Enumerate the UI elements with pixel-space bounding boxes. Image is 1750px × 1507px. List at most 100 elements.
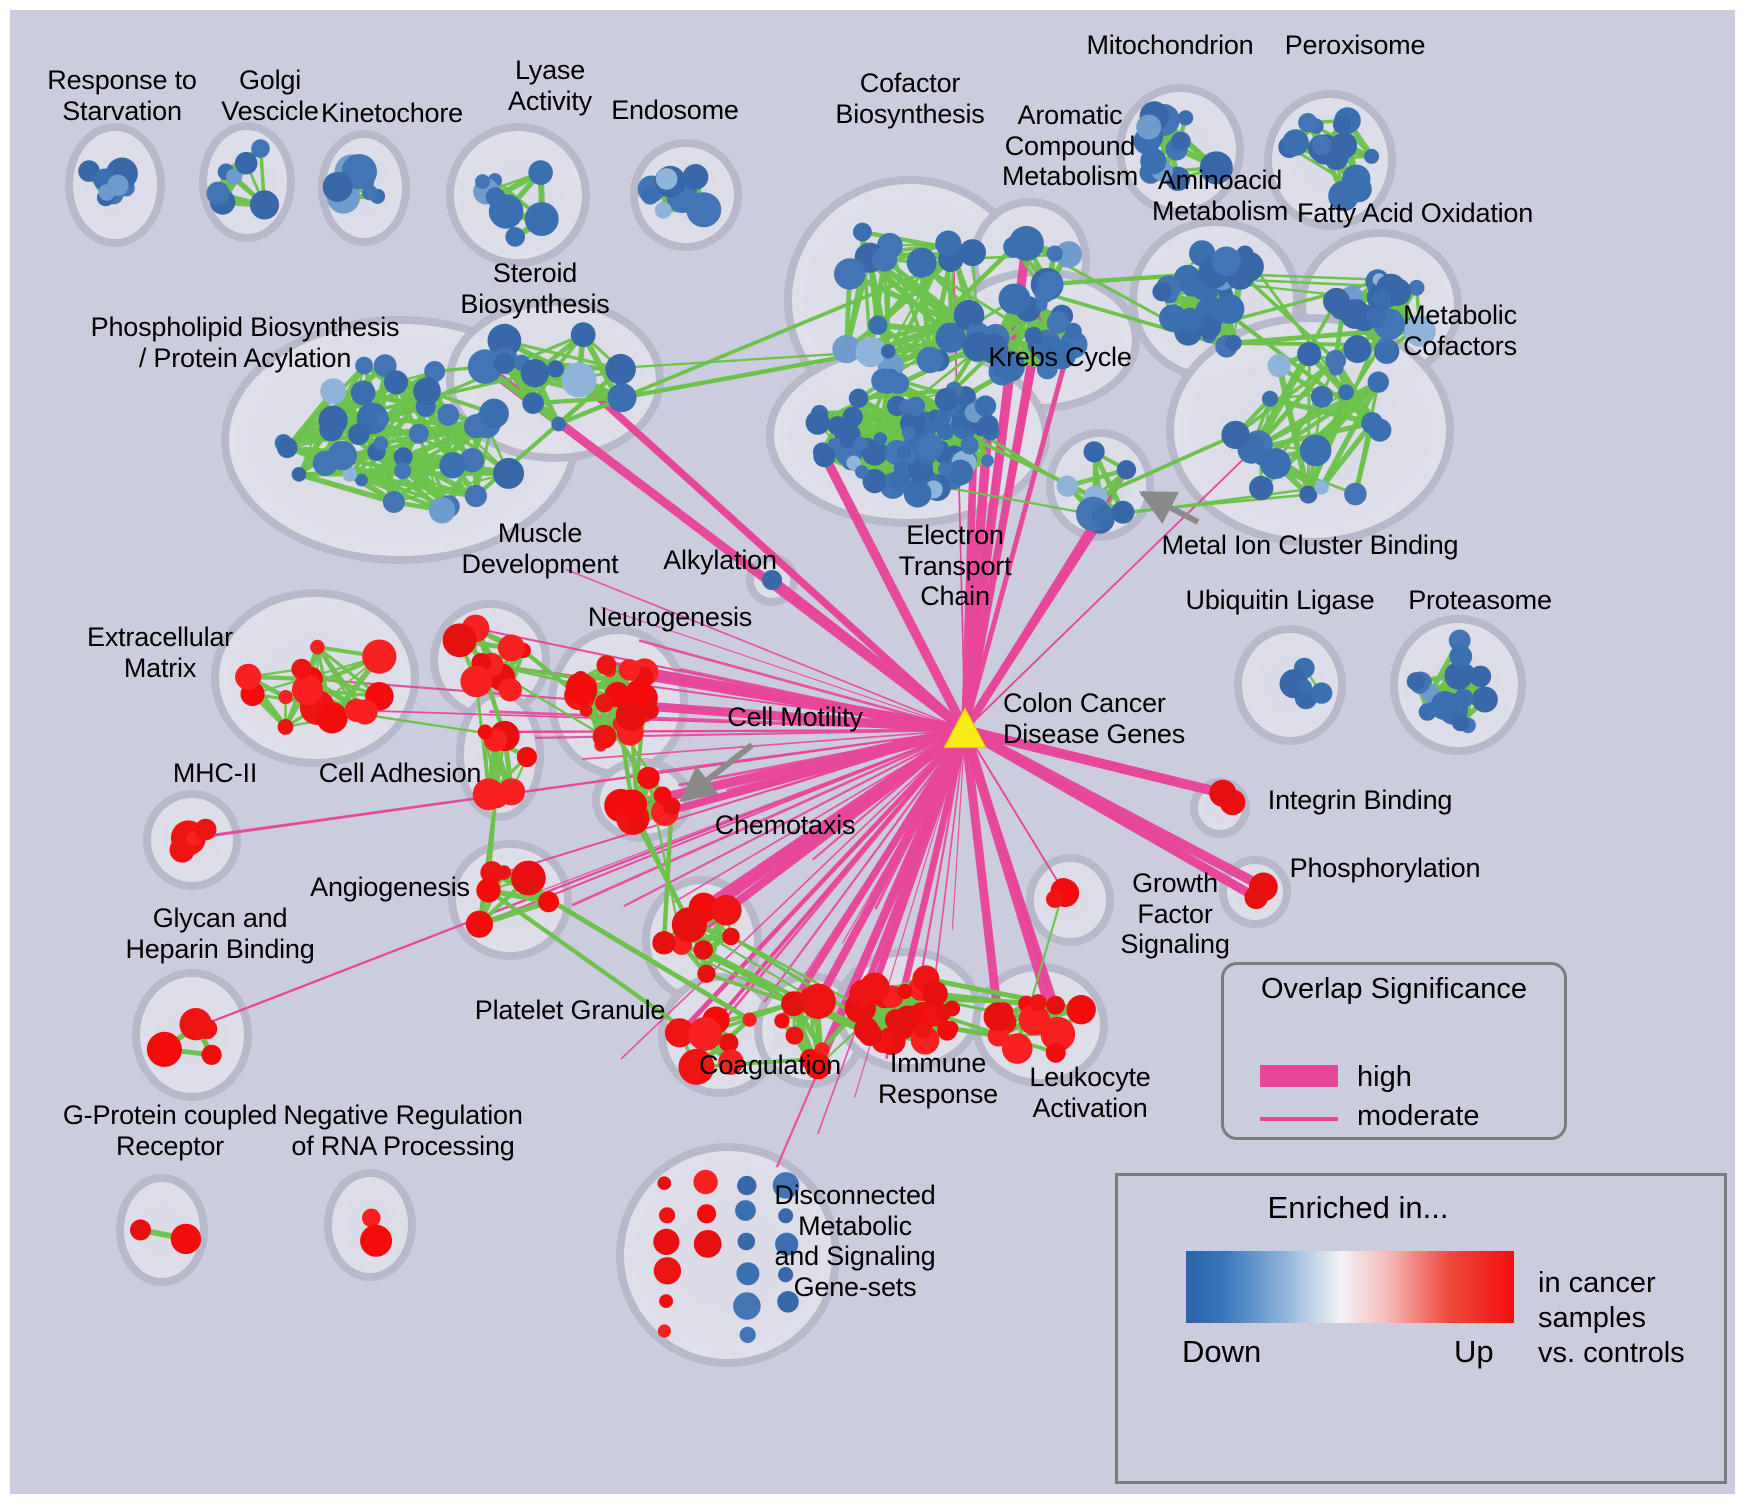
gene-set-node[interactable] (320, 378, 347, 405)
gene-set-node[interactable] (862, 469, 887, 494)
gene-set-node[interactable] (855, 465, 869, 479)
gene-set-node[interactable] (804, 1053, 832, 1080)
gene-set-node[interactable] (234, 151, 258, 175)
gene-set-node[interactable] (641, 186, 660, 205)
gene-set-node[interactable] (251, 139, 270, 158)
gene-set-node[interactable] (477, 724, 493, 740)
gene-set-node[interactable] (487, 323, 522, 358)
gene-set-node[interactable] (733, 1292, 761, 1320)
gene-set-node[interactable] (652, 931, 676, 955)
gene-set-node[interactable] (342, 466, 358, 482)
gene-set-node[interactable] (834, 258, 866, 290)
gene-set-node[interactable] (868, 315, 888, 335)
gene-set-node[interactable] (382, 491, 405, 513)
gene-set-node[interactable] (1171, 132, 1188, 149)
gene-set-node[interactable] (897, 983, 913, 1000)
gene-set-node[interactable] (350, 380, 376, 406)
gene-set-node[interactable] (206, 181, 230, 205)
gene-set-node[interactable] (170, 1223, 202, 1255)
gene-set-node[interactable] (605, 353, 636, 385)
gene-set-node[interactable] (1035, 299, 1048, 312)
gene-set-node[interactable] (617, 789, 648, 820)
gene-set-node[interactable] (872, 246, 898, 272)
gene-set-node[interactable] (316, 702, 348, 734)
gene-set-node[interactable] (360, 1224, 393, 1257)
gene-set-node[interactable] (1330, 132, 1358, 159)
gene-set-node[interactable] (935, 230, 962, 257)
gene-set-node[interactable] (107, 174, 129, 196)
gene-set-node[interactable] (1297, 342, 1322, 367)
gene-set-node[interactable] (774, 1013, 790, 1029)
gene-set-node[interactable] (442, 623, 477, 658)
gene-set-node[interactable] (1449, 645, 1473, 668)
gene-set-node[interactable] (1325, 349, 1347, 371)
gene-set-node[interactable] (657, 1176, 672, 1190)
gene-set-node[interactable] (428, 497, 456, 524)
gene-set-node[interactable] (1046, 311, 1070, 334)
gene-set-node[interactable] (722, 927, 740, 946)
gene-set-node[interactable] (1335, 303, 1351, 319)
gene-set-node[interactable] (362, 1208, 381, 1228)
gene-set-node[interactable] (1454, 688, 1474, 708)
gene-set-node[interactable] (678, 1048, 715, 1085)
gene-set-node[interactable] (778, 1267, 794, 1283)
gene-set-node[interactable] (628, 815, 647, 834)
gene-set-node[interactable] (498, 778, 526, 806)
gene-set-node[interactable] (1448, 629, 1471, 652)
gene-set-node[interactable] (881, 344, 896, 359)
gene-set-node[interactable] (475, 174, 490, 190)
gene-set-node[interactable] (493, 457, 525, 489)
gene-set-node[interactable] (523, 394, 543, 413)
gene-set-node[interactable] (762, 570, 782, 590)
gene-set-node[interactable] (1365, 307, 1387, 329)
gene-set-node[interactable] (906, 247, 937, 278)
gene-set-node[interactable] (497, 634, 525, 662)
gene-set-node[interactable] (1181, 275, 1203, 297)
gene-set-node[interactable] (355, 356, 373, 375)
gene-set-node[interactable] (916, 433, 944, 461)
gene-set-node[interactable] (595, 693, 614, 713)
gene-set-node[interactable] (1267, 353, 1291, 378)
gene-set-node[interactable] (903, 480, 932, 508)
gene-set-node[interactable] (375, 412, 390, 426)
gene-set-node[interactable] (1002, 1033, 1033, 1064)
gene-set-node[interactable] (1214, 294, 1245, 324)
gene-set-node[interactable] (1178, 110, 1194, 126)
gene-set-node[interactable] (1036, 358, 1058, 380)
gene-set-node[interactable] (935, 322, 966, 353)
gene-set-node[interactable] (568, 676, 598, 706)
gene-set-node[interactable] (775, 1232, 799, 1256)
gene-set-node[interactable] (362, 184, 378, 201)
gene-set-node[interactable] (235, 663, 262, 691)
gene-set-node[interactable] (654, 201, 672, 219)
gene-set-node[interactable] (476, 878, 501, 903)
gene-set-node[interactable] (659, 1207, 676, 1224)
gene-set-node[interactable] (1040, 1016, 1076, 1052)
gene-set-node[interactable] (1282, 129, 1309, 156)
gene-set-node[interactable] (1343, 335, 1372, 364)
gene-set-node[interactable] (914, 1022, 931, 1039)
gene-set-node[interactable] (459, 448, 485, 473)
gene-set-node[interactable] (922, 980, 948, 1007)
hub-node-colon-cancer-disease-genes[interactable] (943, 706, 987, 749)
gene-set-node[interactable] (735, 1200, 756, 1221)
gene-set-node[interactable] (686, 192, 722, 228)
gene-set-node[interactable] (873, 432, 888, 446)
gene-set-node[interactable] (697, 964, 716, 983)
gene-set-node[interactable] (974, 398, 991, 414)
gene-set-node[interactable] (1375, 341, 1397, 364)
gene-set-node[interactable] (1469, 665, 1492, 688)
gene-set-node[interactable] (439, 452, 466, 479)
gene-set-node[interactable] (596, 655, 617, 675)
gene-set-node[interactable] (938, 462, 952, 476)
gene-set-node[interactable] (362, 639, 397, 674)
gene-set-node[interactable] (1197, 315, 1222, 340)
gene-set-node[interactable] (310, 639, 325, 655)
gene-set-node[interactable] (1249, 475, 1274, 501)
gene-set-node[interactable] (1055, 241, 1083, 268)
gene-set-node[interactable] (479, 398, 509, 429)
gene-set-node[interactable] (505, 227, 525, 247)
gene-set-node[interactable] (1262, 390, 1278, 407)
gene-set-node[interactable] (348, 423, 370, 446)
gene-set-node[interactable] (327, 440, 357, 471)
